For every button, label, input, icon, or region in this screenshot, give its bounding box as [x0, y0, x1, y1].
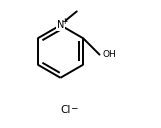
Text: OH: OH — [103, 50, 116, 59]
Text: N: N — [57, 20, 64, 30]
Text: −: − — [70, 103, 77, 112]
Text: +: + — [61, 17, 67, 26]
Text: Cl: Cl — [60, 105, 71, 115]
